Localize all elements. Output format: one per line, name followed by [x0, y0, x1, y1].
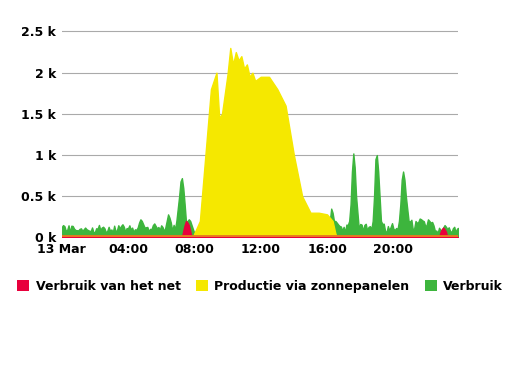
Legend: Verbruik van het net, Productie via zonnepanelen, Verbruik: Verbruik van het net, Productie via zonn…: [12, 275, 508, 298]
